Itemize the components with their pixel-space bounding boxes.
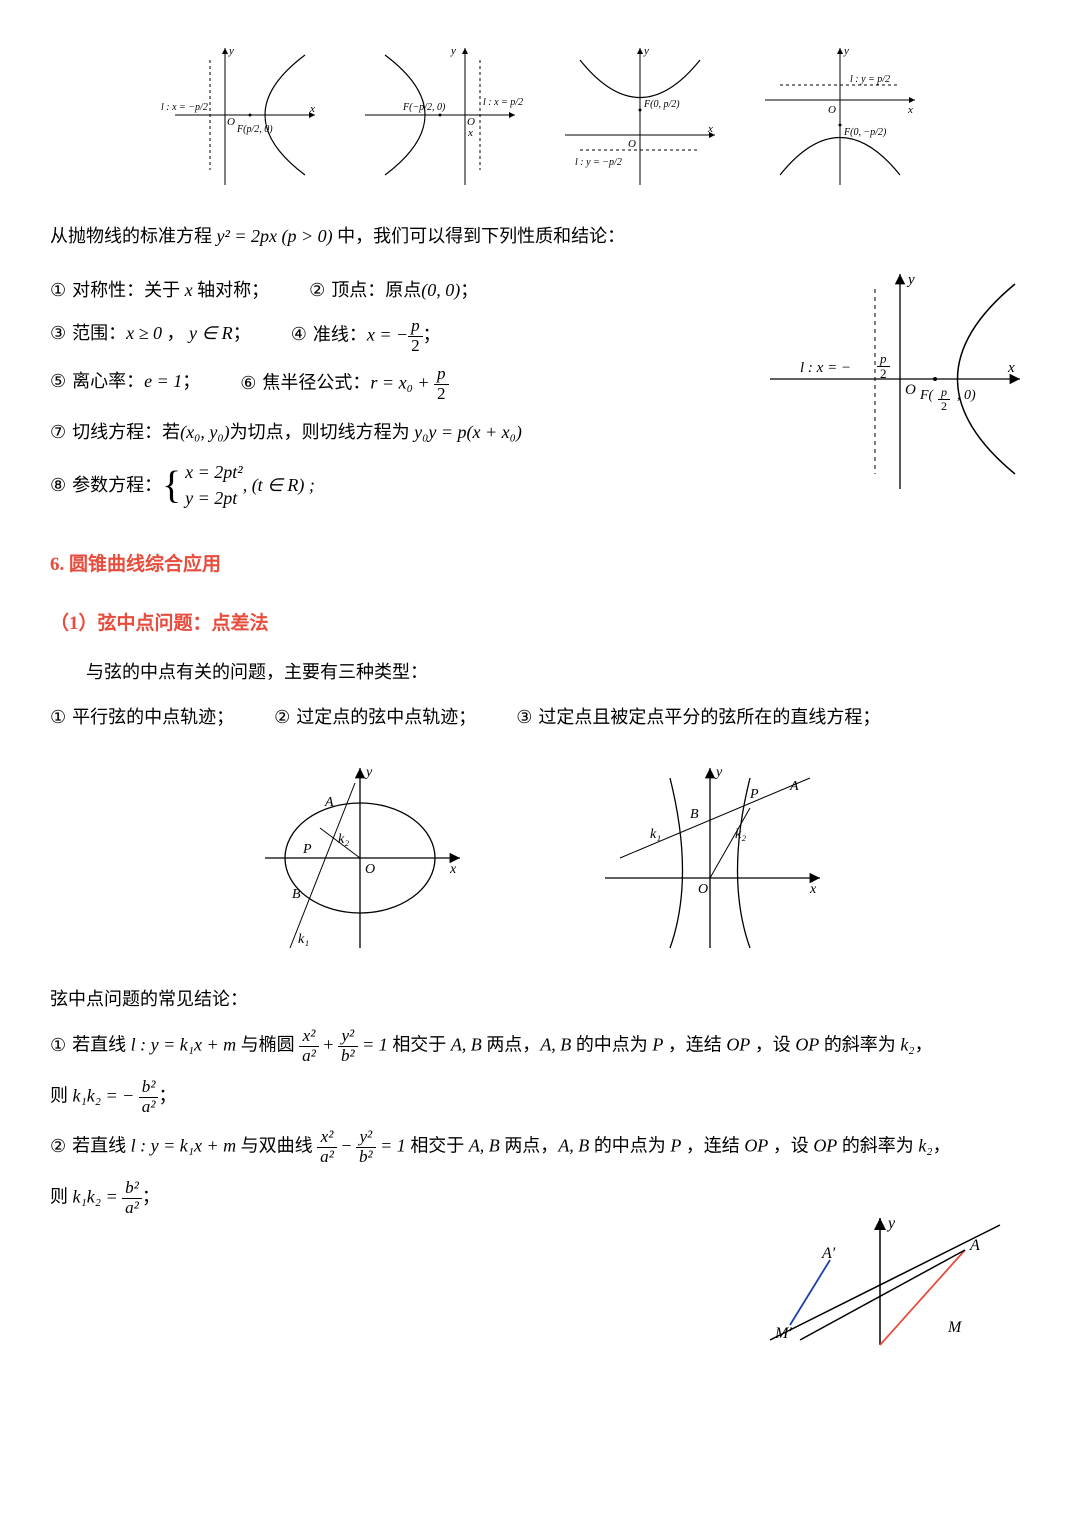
svg-text:k₂: k₂ xyxy=(338,832,349,847)
svg-text:M′: M′ xyxy=(774,1325,792,1342)
conclusion-2: ②若直线 l : y = k₁x + m 与双曲线 x²a² − y²b² = … xyxy=(50,1128,1030,1167)
subsection-1-title: （1）弦中点问题：点差法 xyxy=(50,607,1030,641)
three-types: ①平行弦的中点轨迹； ②过定点的弦中点轨迹； ③过定点且被定点平分的弦所在的直线… xyxy=(50,701,1030,733)
prop-eccentricity: ⑤离心率：e = 1； xyxy=(50,365,200,404)
svg-text:y: y xyxy=(714,765,723,780)
svg-text:x: x xyxy=(449,862,457,877)
parabola-up-svg: O x y F(0, p/2) l : y = −p/2 xyxy=(555,40,725,190)
svg-text:y: y xyxy=(843,45,849,57)
type-1: ①平行弦的中点轨迹； xyxy=(50,701,234,733)
prop-range: ③范围：x ≥ 0 ， y ∈ R； xyxy=(50,317,251,356)
svg-text:l : y = −p/2: l : y = −p/2 xyxy=(575,157,622,168)
svg-text:O: O xyxy=(698,882,708,897)
svg-text:x: x xyxy=(467,127,473,139)
svg-text:l : y = p/2: l : y = p/2 xyxy=(850,74,890,85)
subsection-intro: 与弦的中点有关的问题，主要有三种类型： xyxy=(50,656,1030,688)
svg-text:y: y xyxy=(643,45,649,57)
svg-text:F(: F( xyxy=(919,388,935,403)
svg-text:l : x = −p/2: l : x = −p/2 xyxy=(161,102,208,113)
ellipse-chord-fig: O x y A B P k₁ k₂ xyxy=(250,758,470,958)
parabola-down-svg: O x y F(0, −p/2) l : y = p/2 xyxy=(755,40,925,190)
svg-text:l : x = p/2: l : x = p/2 xyxy=(483,97,523,108)
type-2: ②过定点的弦中点轨迹； xyxy=(274,701,476,733)
origin-label: O xyxy=(227,116,235,128)
svg-text:B: B xyxy=(690,807,699,822)
svg-text:k₁: k₁ xyxy=(650,827,661,842)
svg-text:A: A xyxy=(789,779,799,794)
svg-text:F(−p/2, 0): F(−p/2, 0) xyxy=(402,102,446,113)
prop-symmetry: ①对称性：关于 x 轴对称； xyxy=(50,274,269,306)
svg-text:y: y xyxy=(450,45,456,57)
conclusion-1-result: 则 k₁k₂ = − b²a²； xyxy=(50,1078,1030,1117)
svg-text:, 0): , 0) xyxy=(957,388,976,403)
svg-text:P: P xyxy=(302,842,312,857)
prop-focal-radius: ⑥焦半径公式：r = x₀ + p2 xyxy=(240,365,448,404)
svg-text:y: y xyxy=(906,272,915,288)
svg-text:x: x xyxy=(309,103,315,115)
svg-text:O: O xyxy=(628,138,636,150)
section-6-title: 6. 圆锥曲线综合应用 xyxy=(50,548,1030,582)
svg-text:y: y xyxy=(886,1215,896,1232)
svg-text:x: x xyxy=(809,882,817,897)
conclusion-1: ①若直线 l : y = k₁x + m 与椭圆 x²a² + y²b² = 1… xyxy=(50,1027,1030,1066)
svg-text:x: x xyxy=(907,104,913,116)
intro-paragraph: 从抛物线的标准方程 y² = 2px (p > 0) 中，我们可以得到下列性质和… xyxy=(50,220,1030,252)
side-parabola-figure: O x y l : x = − p2 F( p2 , 0) xyxy=(760,264,1030,522)
svg-text:x: x xyxy=(1007,360,1015,376)
hyperbola-chord-fig: O x y A B P k₁ k₂ xyxy=(590,758,830,958)
svg-text:A: A xyxy=(969,1237,980,1254)
conclusions-title: 弦中点问题的常见结论： xyxy=(50,983,1030,1015)
svg-text:A: A xyxy=(324,795,334,810)
svg-text:y: y xyxy=(228,45,234,57)
svg-text:l : x = −: l : x = − xyxy=(800,360,851,376)
svg-text:B: B xyxy=(292,887,301,902)
prop-vertex: ②顶点：原点(0, 0)； xyxy=(309,274,478,306)
svg-text:k₁: k₁ xyxy=(298,932,309,947)
properties-list: ①对称性：关于 x 轴对称； ②顶点：原点(0, 0)； ③范围：x ≥ 0 ，… xyxy=(50,264,740,522)
bottom-partial-figure: y A A′ M M′ xyxy=(50,1210,1030,1350)
prop-tangent: ⑦切线方程：若(x₀, y₀)为切点，则切线方程为 y₀y = p(x + x₀… xyxy=(50,416,740,448)
svg-text:P: P xyxy=(749,787,759,802)
midpoint-figures: O x y A B P k₁ k₂ O x y A B P k₁ k₂ xyxy=(50,758,1030,958)
svg-text:O: O xyxy=(905,382,916,398)
svg-text:F(p/2, 0): F(p/2, 0) xyxy=(236,124,273,135)
svg-text:A′: A′ xyxy=(821,1245,836,1262)
parabola-left-svg: O x y F(−p/2, 0) l : x = p/2 xyxy=(355,40,525,190)
top-parabola-figures: O x y F(p/2, 0) l : x = −p/2 O x y F(−p/… xyxy=(50,40,1030,190)
svg-text:O: O xyxy=(365,862,375,877)
svg-text:x: x xyxy=(707,123,713,135)
svg-text:y: y xyxy=(364,765,373,780)
prop-parametric: ⑧参数方程： { x = 2pt² y = 2pt , (t ∈ R) ; xyxy=(50,460,740,510)
svg-text:F(0, p/2): F(0, p/2) xyxy=(643,99,680,110)
svg-text:k₂: k₂ xyxy=(735,827,746,842)
svg-text:M: M xyxy=(947,1319,963,1336)
parabola-right-svg: O x y F(p/2, 0) l : x = −p/2 xyxy=(155,40,325,190)
svg-text:O: O xyxy=(828,104,836,116)
svg-text:F(0, −p/2): F(0, −p/2) xyxy=(843,127,887,138)
type-3: ③过定点且被定点平分的弦所在的直线方程； xyxy=(516,701,880,733)
prop-directrix: ④准线：x = −p2； xyxy=(291,317,441,356)
